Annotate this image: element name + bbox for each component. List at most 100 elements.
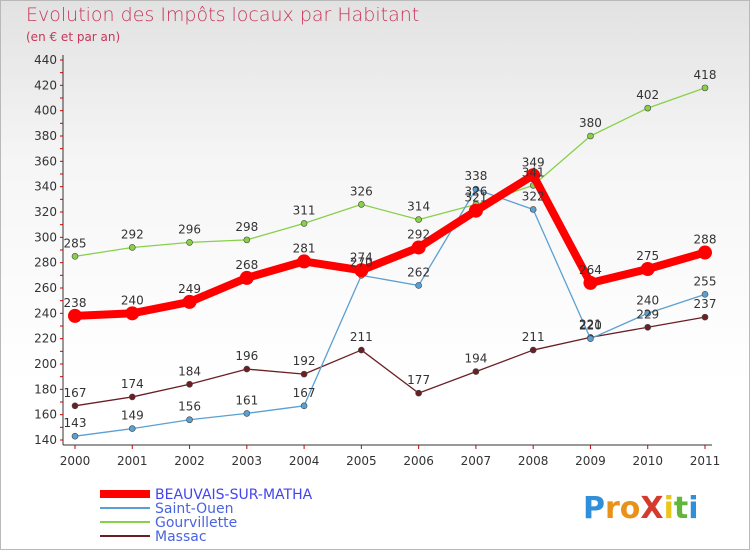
data-label: 341: [522, 165, 545, 179]
data-point: [415, 216, 422, 223]
data-point: [587, 132, 594, 140]
proxiti-logo: ProXiti: [583, 491, 699, 526]
data-point: [529, 206, 537, 213]
data-label: 167: [293, 386, 316, 400]
data-label: 211: [522, 330, 545, 344]
data-point: [125, 306, 140, 321]
data-point: [186, 416, 193, 424]
data-label: 380: [579, 116, 602, 130]
data-label: 285: [64, 236, 87, 250]
data-point: [472, 368, 480, 375]
data-label: 255: [694, 274, 717, 288]
data-point: [300, 370, 308, 378]
data-label: 274: [350, 250, 373, 264]
data-point: [358, 346, 365, 354]
data-point: [128, 244, 136, 251]
data-label: 249: [178, 282, 201, 296]
x-tick-label: 2004: [289, 454, 320, 468]
data-point: [644, 104, 652, 112]
y-tick-label: 140: [34, 433, 57, 447]
data-point: [300, 402, 308, 410]
data-label: 156: [178, 400, 201, 414]
x-tick-label: 2008: [518, 454, 549, 468]
logo-letter: P: [583, 491, 605, 526]
data-label: 288: [694, 233, 717, 247]
data-label: 177: [407, 373, 430, 387]
data-point: [698, 245, 712, 260]
data-label: 292: [407, 227, 430, 241]
data-point: [701, 313, 709, 321]
legend-label: Gourvillette: [155, 515, 237, 531]
data-point: [640, 262, 655, 276]
y-tick-label: 300: [34, 230, 57, 244]
data-point: [583, 275, 598, 290]
data-label: 292: [121, 227, 144, 241]
data-label: 275: [636, 249, 659, 263]
data-label: 237: [694, 297, 717, 311]
data-label: 196: [235, 349, 258, 363]
data-label: 326: [350, 184, 373, 198]
data-point: [701, 291, 709, 298]
data-label: 221: [579, 317, 602, 331]
data-point: [529, 346, 537, 354]
y-tick-label: 420: [34, 78, 57, 92]
data-point: [71, 253, 79, 260]
y-tick-label: 160: [34, 408, 57, 422]
data-label: 211: [350, 330, 373, 344]
data-point: [701, 84, 709, 92]
data-point: [239, 270, 254, 285]
data-point: [415, 389, 422, 397]
data-point: [526, 168, 541, 183]
data-point: [297, 254, 312, 269]
logo-letter: X: [640, 491, 663, 526]
y-tick-label: 340: [34, 180, 57, 194]
data-point: [186, 239, 193, 246]
data-point: [128, 425, 136, 432]
data-point: [587, 335, 594, 342]
data-label: 298: [235, 220, 258, 234]
data-label: 194: [464, 352, 487, 366]
data-label: 418: [694, 68, 717, 82]
data-label: 321: [464, 191, 487, 205]
chart-title: Evolution des Impôts locaux par Habitant: [26, 4, 420, 26]
y-tick-label: 400: [34, 104, 57, 118]
series-line-beauvais-sur-matha: [74, 171, 707, 320]
logo-text: ProXiti: [583, 491, 699, 526]
data-label: 167: [64, 386, 87, 400]
y-tick-label: 320: [34, 205, 57, 219]
y-tick-label: 220: [34, 332, 57, 346]
series-line-massac: [74, 316, 706, 407]
y-tick-label: 440: [34, 53, 57, 67]
data-label: 229: [636, 307, 659, 321]
legend: BEAUVAIS-SUR-MATHASaint-OuenGourvillette…: [100, 487, 313, 545]
data-label: 338: [464, 169, 487, 183]
data-label: 220: [579, 319, 602, 333]
data-point: [644, 323, 652, 331]
data-label: 311: [293, 203, 316, 217]
data-point: [128, 393, 136, 401]
chart-subtitle: (en € et par an): [26, 30, 121, 44]
y-tick-label: 180: [34, 382, 57, 396]
y-tick-label: 360: [34, 154, 57, 168]
series-line-saint-ouen: [74, 188, 706, 437]
data-point: [243, 365, 251, 373]
data-label: 264: [579, 263, 602, 277]
data-point: [354, 263, 369, 278]
data-label: 143: [64, 416, 87, 430]
logo-letter: t: [674, 491, 688, 526]
data-label: 296: [178, 222, 201, 236]
data-point: [186, 380, 193, 388]
data-label: 240: [636, 293, 659, 307]
logo-letter: o: [620, 491, 641, 526]
x-tick-label: 2003: [232, 454, 263, 468]
data-label: 322: [522, 189, 545, 203]
axes: 140 160 180 200 220 240 260 280 300 320 340 360 380 4…: [34, 53, 720, 468]
x-tick-label: 2007: [461, 454, 492, 468]
data-label: 238: [64, 296, 87, 310]
data-point: [644, 310, 652, 317]
y-tick-label: 280: [34, 256, 57, 270]
data-label: 184: [178, 364, 201, 378]
legend-label: Massac: [155, 529, 207, 545]
data-label: 281: [293, 241, 316, 255]
